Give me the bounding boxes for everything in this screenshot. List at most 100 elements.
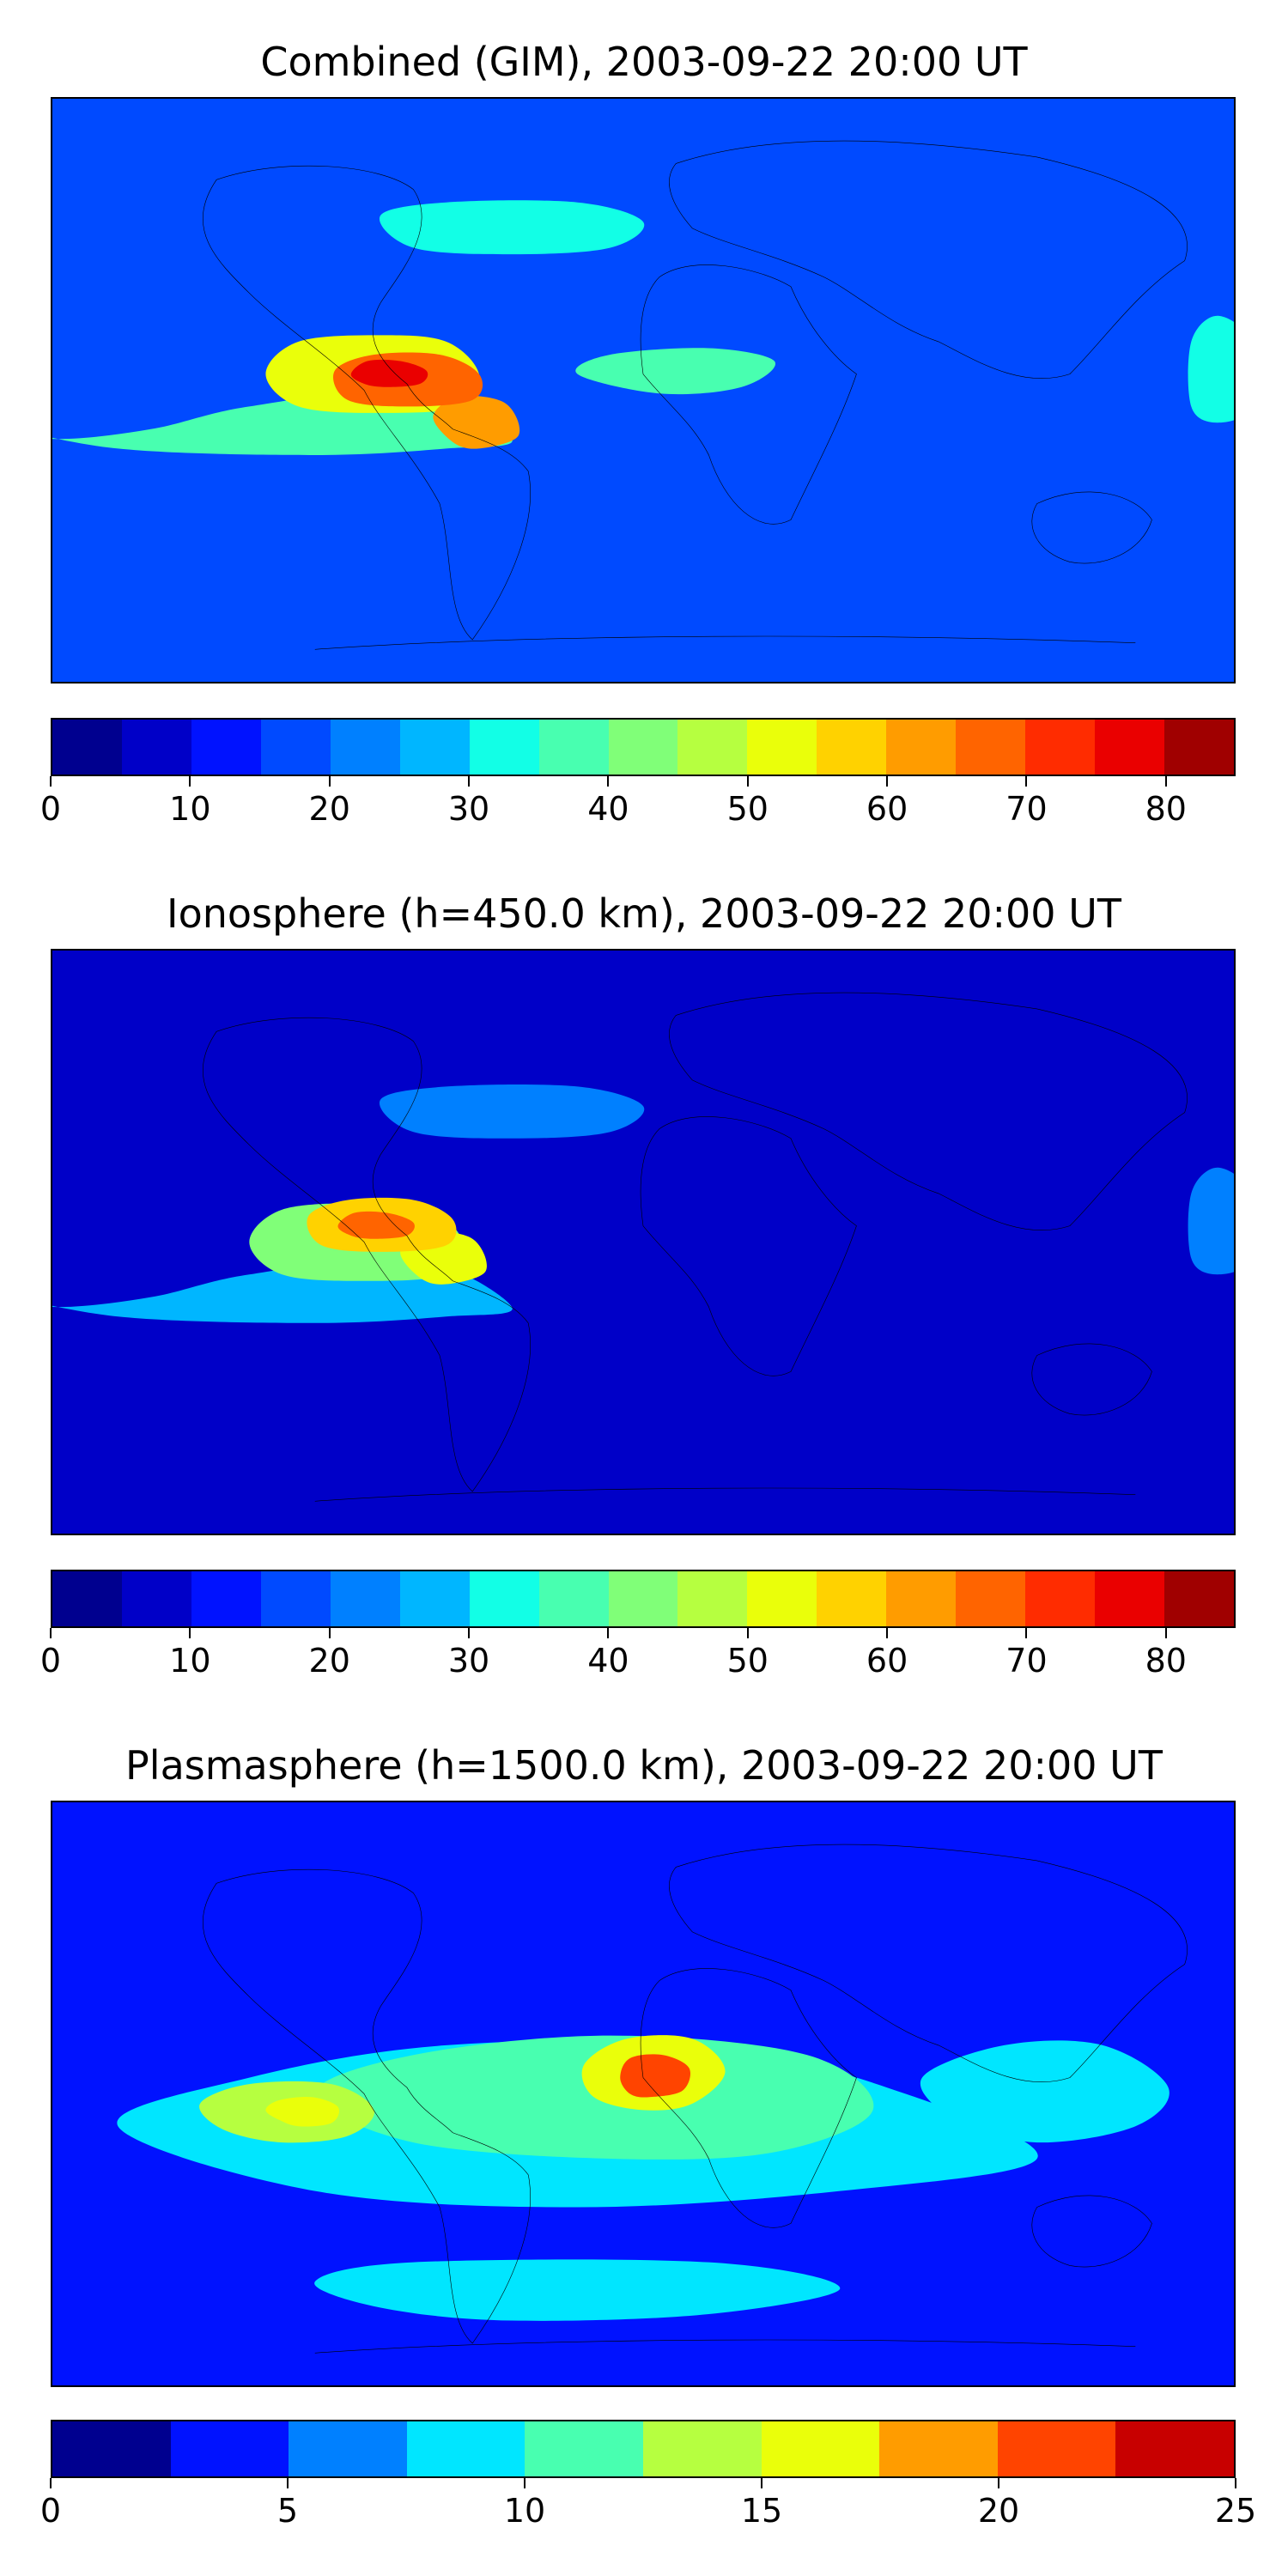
colorbar-tick-label: 30 <box>447 790 490 828</box>
colorbar-tick <box>761 2478 762 2488</box>
colorbar-tick <box>1235 2478 1236 2488</box>
colorbar-segment <box>406 2421 526 2476</box>
coastline <box>641 264 856 524</box>
coastline <box>641 1968 856 2227</box>
colorbar-segment <box>469 720 539 775</box>
colorbar-tick-label: 50 <box>726 790 769 828</box>
colorbar-segment <box>399 1571 470 1626</box>
map-svg <box>52 1802 1234 2385</box>
colorbar-tick <box>1025 776 1028 787</box>
contour-region <box>350 359 428 387</box>
colorbar-tick-label: 0 <box>39 1642 62 1680</box>
colorbar-tick <box>328 776 331 787</box>
colorbar-tick-label: 40 <box>587 790 629 828</box>
colorbar-tick <box>1164 1628 1167 1638</box>
tec-contour-field <box>52 99 1234 682</box>
colorbar-tick <box>50 776 52 787</box>
colorbar-tick-label: 10 <box>503 2492 546 2530</box>
coastlines <box>203 993 1187 1501</box>
coastline <box>669 993 1187 1230</box>
map-svg <box>52 99 1234 682</box>
map-svg <box>52 951 1234 1534</box>
coastline <box>315 1488 1136 1501</box>
colorbar-tick <box>998 2478 999 2488</box>
colorbar-ionosphere <box>51 1570 1236 1628</box>
colorbar-tick <box>607 776 610 787</box>
colorbar-segment <box>1164 1571 1234 1626</box>
colorbar-tick-label: 20 <box>308 1642 350 1680</box>
coastline <box>203 1869 530 2343</box>
panel-1-title: Combined (GIM), 2003-09-22 20:00 UT <box>260 39 1028 85</box>
coastline <box>315 636 1136 649</box>
colorbar-tick <box>746 776 749 787</box>
field-background <box>52 951 1234 1534</box>
colorbar-segment <box>677 1571 748 1626</box>
colorbar-tick-label: 60 <box>866 1642 908 1680</box>
coastline <box>669 1844 1187 2082</box>
contour-region <box>265 2096 340 2127</box>
colorbar-tick <box>468 1628 471 1638</box>
colorbar-segment <box>608 720 678 775</box>
contour-region <box>1188 315 1234 423</box>
coastline <box>641 1116 856 1376</box>
contour-region <box>1188 1167 1234 1275</box>
colorbar-segment <box>761 2421 880 2476</box>
colorbar-tick-label: 20 <box>977 2492 1020 2530</box>
colorbar-segment <box>956 720 1026 775</box>
tec-contour-field <box>52 1802 1234 2385</box>
colorbar-tick <box>1025 1628 1028 1638</box>
coastline <box>1032 1344 1152 1415</box>
colorbar-tick <box>50 2478 52 2488</box>
coastline <box>669 141 1187 379</box>
colorbar-tick <box>886 776 889 787</box>
colorbar-segment <box>538 1571 609 1626</box>
map-plasmasphere <box>51 1801 1236 2387</box>
colorbar-plasmasphere <box>51 2420 1236 2478</box>
colorbar-tick-label: 50 <box>726 1642 769 1680</box>
colorbar-segment <box>121 1571 191 1626</box>
colorbar-segment <box>260 720 331 775</box>
colorbar-segment <box>52 1571 122 1626</box>
colorbar-tick <box>189 776 191 787</box>
colorbar-segment <box>677 720 748 775</box>
colorbar-tick <box>287 2478 289 2488</box>
colorbar-tick <box>746 1628 749 1638</box>
colorbar-tick-label: 70 <box>1005 790 1048 828</box>
colorbar-tick-label: 15 <box>740 2492 783 2530</box>
colorbar-combined <box>51 718 1236 776</box>
colorbar-segment <box>997 2421 1116 2476</box>
colorbar-segment <box>886 1571 957 1626</box>
colorbar-segment <box>1095 1571 1164 1626</box>
contour-region <box>337 1211 415 1239</box>
colorbar-segment <box>52 2421 171 2476</box>
colorbar-tick-label: 10 <box>169 790 211 828</box>
contour-region <box>575 348 776 395</box>
contour-region <box>920 2040 1170 2143</box>
colorbar-tick-label: 30 <box>447 1642 490 1680</box>
colorbar-segment <box>642 2421 762 2476</box>
colorbar-tick <box>50 1628 52 1638</box>
colorbar-segment <box>538 720 609 775</box>
colorbar-tick <box>189 1628 191 1638</box>
colorbar-tick <box>1164 776 1167 787</box>
colorbar-tick-label: 5 <box>276 2492 299 2530</box>
colorbar-segment <box>330 720 400 775</box>
colorbar-segment <box>399 720 470 775</box>
coastlines <box>203 1844 1187 2353</box>
coastline <box>203 1018 530 1492</box>
colorbar-segment <box>747 720 817 775</box>
contour-region <box>379 1084 645 1139</box>
colorbar-tick-label: 70 <box>1005 1642 1048 1680</box>
tec-contour-field <box>52 951 1234 1534</box>
colorbar-tick <box>328 1628 331 1638</box>
contour-region <box>314 2035 874 2160</box>
colorbar-segment <box>747 1571 817 1626</box>
colorbar-ticks-ionosphere: 0 10 20 30 40 50 60 70 80 <box>40 1628 1236 1680</box>
colorbar-segment <box>191 720 261 775</box>
colorbar-segment <box>1025 720 1096 775</box>
contour-region <box>379 200 645 255</box>
colorbar-segment <box>608 1571 678 1626</box>
colorbar-segment <box>289 2421 407 2476</box>
coastline <box>1032 492 1152 563</box>
colorbar-segment <box>260 1571 331 1626</box>
